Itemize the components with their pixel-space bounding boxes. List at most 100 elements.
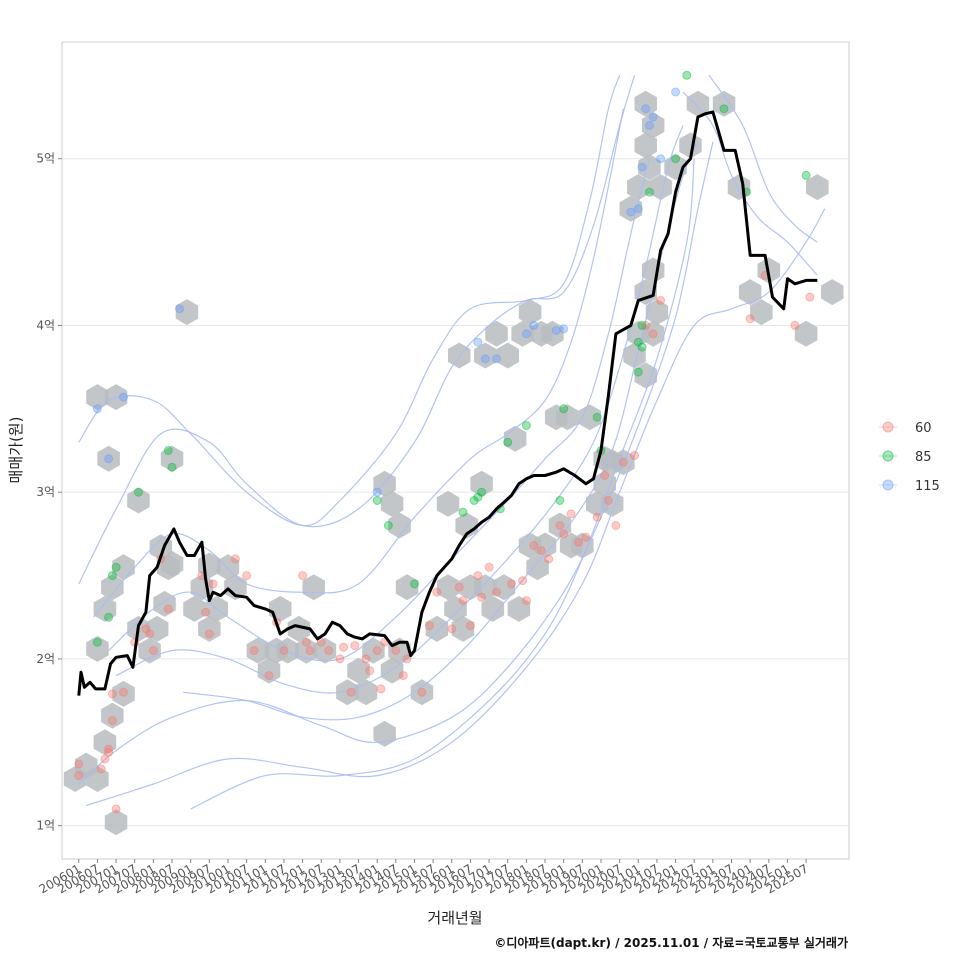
point-60 <box>242 571 252 581</box>
point-60 <box>424 621 434 631</box>
point-115 <box>671 87 681 97</box>
point-85 <box>592 412 602 422</box>
hex-bin <box>738 279 762 306</box>
density-contour <box>78 75 636 585</box>
point-60 <box>361 654 371 664</box>
hex-bin <box>712 90 736 117</box>
hex-bin <box>474 574 497 601</box>
point-60 <box>145 629 155 639</box>
hex-bin <box>97 445 120 472</box>
point-85 <box>458 507 468 517</box>
hex-bin <box>276 637 299 664</box>
point-60 <box>230 554 240 564</box>
point-60 <box>74 759 84 769</box>
point-115 <box>104 454 114 464</box>
point-60 <box>391 646 401 656</box>
point-60 <box>279 646 289 656</box>
hex-bin <box>638 154 661 181</box>
point-85 <box>633 337 643 347</box>
hex-bin <box>634 362 657 389</box>
point-85 <box>555 496 565 505</box>
point-115 <box>626 207 636 217</box>
hex-bin <box>295 637 318 664</box>
y-axis-ticks: 1억 2억 3억 4억 5억 <box>36 152 62 833</box>
point-60 <box>592 512 602 522</box>
hex-bin <box>183 595 206 622</box>
point-115 <box>175 304 184 314</box>
point-115 <box>559 324 569 334</box>
point-60 <box>104 744 114 754</box>
y-tick-label: 1억 <box>36 819 55 833</box>
hex-bin <box>641 320 665 347</box>
point-115 <box>637 162 647 172</box>
legend-label-115: 115 <box>915 479 940 494</box>
hex-bin <box>246 637 270 664</box>
hex-bin <box>354 679 378 706</box>
hex-bin <box>634 90 657 117</box>
hex-bin <box>380 657 404 684</box>
point-115 <box>473 337 483 347</box>
legend-label-85: 85 <box>915 450 932 465</box>
hex-bin <box>593 470 616 497</box>
hex-bin <box>474 342 497 369</box>
hex-bin <box>645 299 669 326</box>
point-60 <box>600 471 610 480</box>
hex-bin <box>544 404 568 431</box>
hex-bin <box>686 90 710 117</box>
point-115 <box>92 404 102 414</box>
point-85 <box>163 446 173 455</box>
point-85 <box>645 187 654 197</box>
hex-bin <box>347 657 370 684</box>
point-60 <box>107 689 117 699</box>
point-60 <box>544 554 554 564</box>
point-60 <box>566 509 576 519</box>
hex-bin <box>388 512 411 539</box>
point-60 <box>618 457 628 467</box>
hex-bin <box>444 595 467 622</box>
hex-bin <box>127 487 150 514</box>
hex-bin <box>492 574 516 601</box>
point-60 <box>417 687 427 697</box>
hex-bin <box>436 574 460 601</box>
hex-bin <box>160 445 184 472</box>
point-115 <box>656 154 666 164</box>
point-60 <box>454 582 464 592</box>
point-115 <box>551 326 561 335</box>
hex-bin <box>507 595 531 622</box>
point-60 <box>365 666 375 676</box>
point-85 <box>671 154 681 164</box>
point-60 <box>107 716 117 726</box>
point-60 <box>96 764 106 774</box>
point-85 <box>104 612 114 622</box>
point-60 <box>521 596 531 606</box>
point-60 <box>350 641 360 651</box>
point-60 <box>492 587 501 597</box>
point-85 <box>633 367 643 377</box>
point-85 <box>92 637 102 647</box>
hex-bin <box>571 532 594 559</box>
point-115 <box>648 112 658 122</box>
hex-bin <box>649 174 672 201</box>
point-85 <box>372 496 382 505</box>
trend-line <box>77 110 818 696</box>
point-60 <box>111 804 121 814</box>
hex-bin <box>578 404 601 431</box>
point-60 <box>518 576 528 586</box>
hex-bin <box>380 490 404 517</box>
point-60 <box>447 624 457 634</box>
point-60 <box>484 562 494 572</box>
point-85 <box>410 579 419 589</box>
density-contour <box>190 158 695 810</box>
hex-bin <box>93 729 117 756</box>
x-axis-ticks: 2006012006072007012007072008012008072009… <box>37 859 811 897</box>
point-60 <box>465 621 475 631</box>
point-60 <box>398 671 408 681</box>
point-60 <box>376 684 386 694</box>
point-85 <box>637 320 647 330</box>
hex-bin <box>485 320 508 347</box>
point-60 <box>119 687 128 697</box>
hex-bin <box>548 512 572 539</box>
point-60 <box>432 587 442 597</box>
point-85 <box>559 404 569 414</box>
